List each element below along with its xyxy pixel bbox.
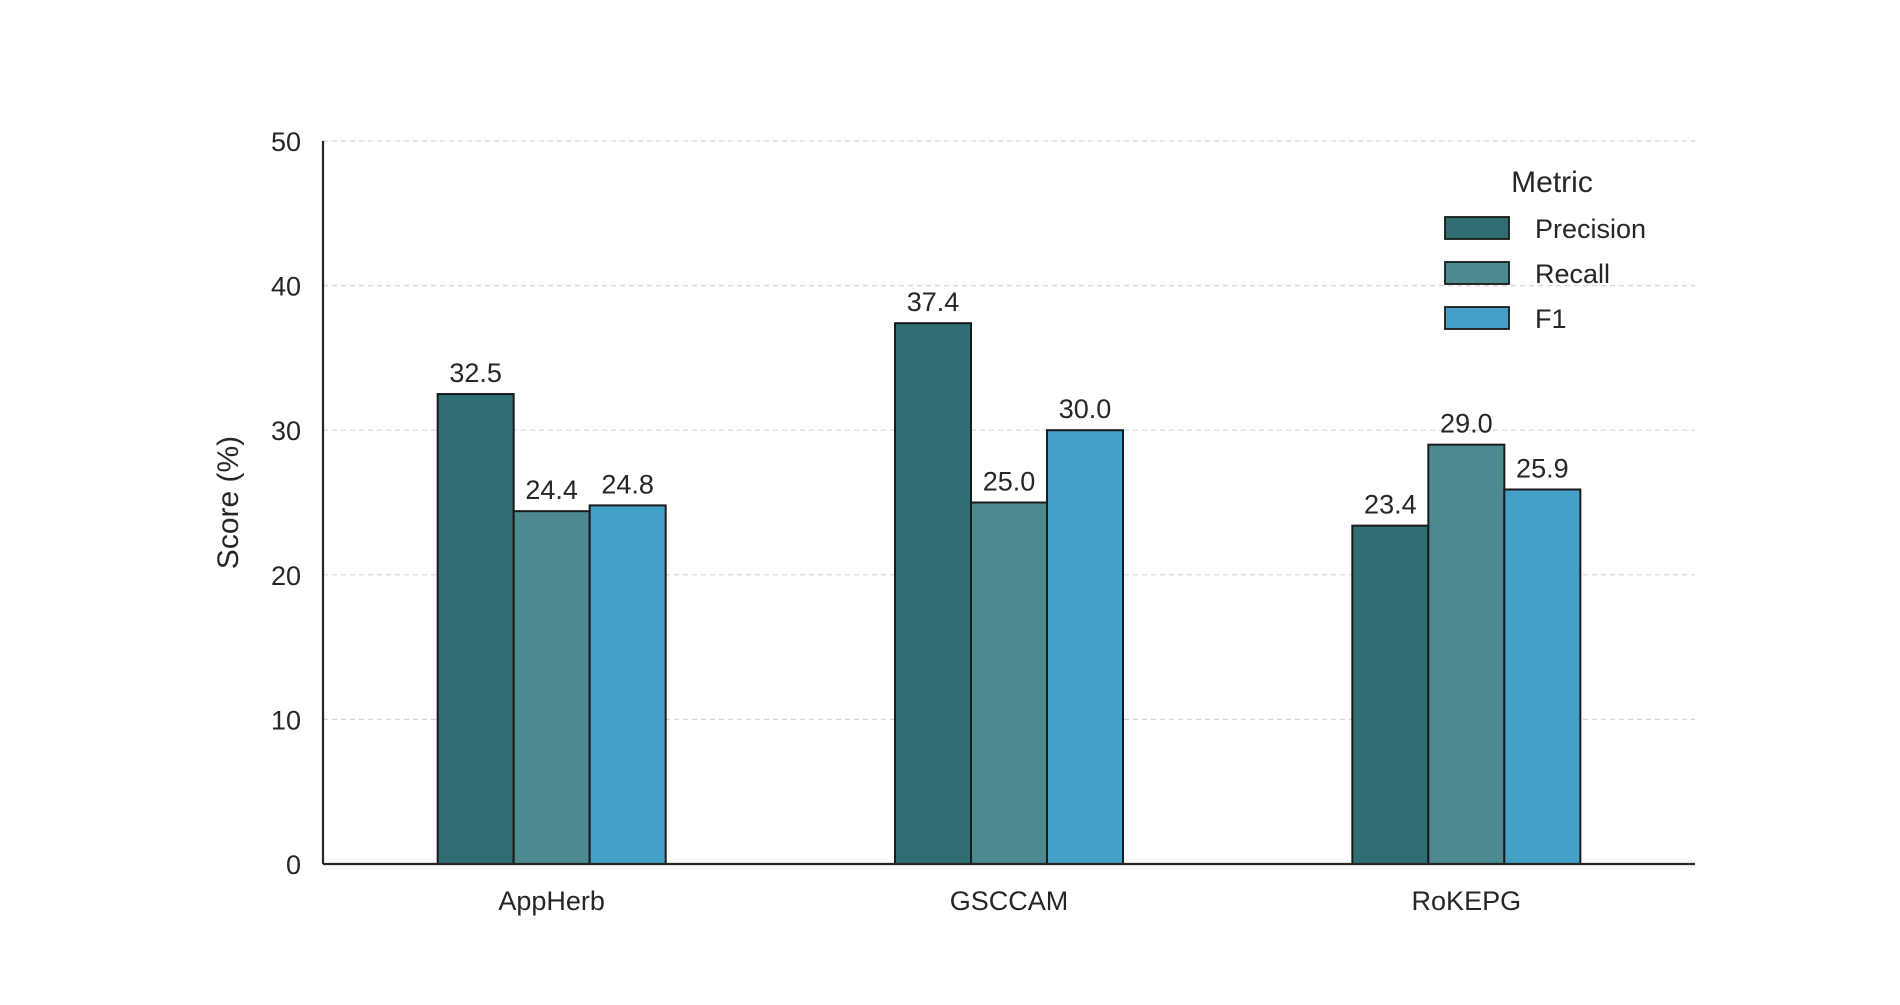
bars (436, 322, 1582, 866)
legend: Metric Precision Recall F1 (1444, 166, 1646, 334)
x-tick-label: RoKEPG (1412, 886, 1522, 916)
bar (512, 510, 591, 865)
bar-value-label: 25.0 (983, 467, 1036, 497)
legend-label: F1 (1535, 304, 1567, 334)
bar-value-label: 30.0 (1059, 394, 1112, 424)
bar-value-label: 23.4 (1364, 490, 1417, 520)
axes: 0 10 20 30 40 50 AppHerb GSCCAM RoKEPG Score (%) (212, 127, 1695, 916)
bar (436, 393, 515, 865)
legend-title: Metric (1511, 166, 1593, 199)
bar-value-label: 32.5 (449, 358, 502, 388)
y-tick-label: 0 (286, 850, 301, 880)
legend-swatch (1444, 261, 1510, 285)
y-tick-label: 10 (271, 705, 301, 735)
x-tick-label: AppHerb (498, 886, 605, 916)
legend-label: Recall (1535, 259, 1610, 289)
bar-value-label: 24.4 (525, 475, 578, 505)
legend-label: Precision (1535, 214, 1646, 244)
bar-value-label: 25.9 (1516, 453, 1569, 483)
bar (1503, 488, 1582, 865)
bar (1046, 429, 1124, 865)
x-tick-label: GSCCAM (950, 886, 1069, 916)
legend-swatch (1444, 306, 1510, 330)
bar-value-label: 24.8 (601, 469, 654, 499)
y-axis-title: Score (%) (212, 436, 245, 569)
y-tick-label: 40 (271, 272, 301, 302)
data-labels: 32.5 24.4 24.8 37.4 25.0 30.0 23.4 29.0 25.9 (449, 287, 1568, 519)
bar (894, 322, 972, 866)
bar (970, 501, 1048, 865)
y-tick-label: 50 (271, 127, 301, 157)
y-tick-label: 30 (271, 416, 301, 446)
legend-swatch (1444, 216, 1510, 240)
y-tick-label: 20 (271, 561, 301, 591)
bar (1351, 524, 1430, 865)
bar-value-label: 29.0 (1440, 409, 1493, 439)
bar (1427, 443, 1506, 865)
bar (588, 504, 667, 865)
bar-value-label: 37.4 (907, 287, 960, 317)
